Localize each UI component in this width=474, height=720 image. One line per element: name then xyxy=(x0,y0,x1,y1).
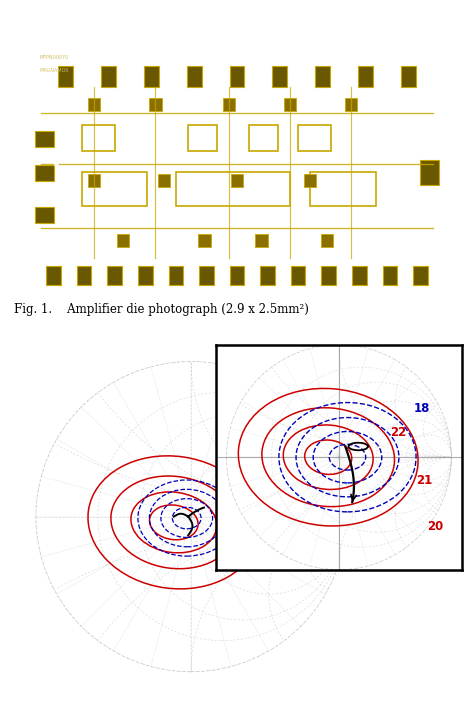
Bar xyxy=(413,266,428,285)
Bar xyxy=(117,234,129,247)
Bar xyxy=(223,98,235,111)
Text: 20: 20 xyxy=(427,520,443,533)
Bar xyxy=(149,98,162,111)
Bar xyxy=(230,66,244,87)
Bar xyxy=(352,266,366,285)
Bar xyxy=(345,98,357,111)
Bar xyxy=(187,66,201,87)
Bar xyxy=(230,266,244,285)
Bar xyxy=(291,266,305,285)
Text: MAGNAMOX: MAGNAMOX xyxy=(39,68,69,73)
Text: Fig. 1.    Amplifier die photograph (2.9 x 2.5mm²): Fig. 1. Amplifier die photograph (2.9 x … xyxy=(14,303,309,316)
Bar xyxy=(58,66,73,87)
Bar xyxy=(320,234,333,247)
Bar xyxy=(82,172,147,207)
Bar xyxy=(35,130,54,147)
Bar xyxy=(310,172,375,207)
Bar xyxy=(108,266,122,285)
Bar xyxy=(401,66,416,87)
Text: 22: 22 xyxy=(391,426,407,438)
Bar xyxy=(35,165,54,181)
Bar xyxy=(88,174,100,187)
Bar xyxy=(199,266,214,285)
Bar xyxy=(77,266,91,285)
Bar xyxy=(298,125,331,151)
Bar xyxy=(249,125,278,151)
Text: 21: 21 xyxy=(416,474,432,487)
Text: MFPN00070: MFPN00070 xyxy=(39,55,69,60)
Bar xyxy=(101,66,116,87)
Bar xyxy=(273,66,287,87)
Bar xyxy=(198,234,210,247)
Bar xyxy=(35,207,54,223)
Bar xyxy=(420,160,439,185)
Bar xyxy=(88,98,100,111)
Bar xyxy=(260,266,275,285)
Bar xyxy=(188,125,217,151)
Bar xyxy=(82,125,115,151)
Bar xyxy=(358,66,373,87)
Bar xyxy=(46,266,61,285)
Bar xyxy=(144,66,159,87)
Bar xyxy=(138,266,153,285)
Bar xyxy=(231,174,243,187)
Bar xyxy=(383,266,397,285)
Text: 18: 18 xyxy=(414,402,430,415)
Bar xyxy=(304,174,317,187)
Bar xyxy=(315,66,330,87)
Bar xyxy=(176,172,290,207)
Bar xyxy=(157,174,170,187)
Bar xyxy=(284,98,296,111)
Bar xyxy=(321,266,336,285)
Bar xyxy=(255,234,267,247)
Bar xyxy=(169,266,183,285)
